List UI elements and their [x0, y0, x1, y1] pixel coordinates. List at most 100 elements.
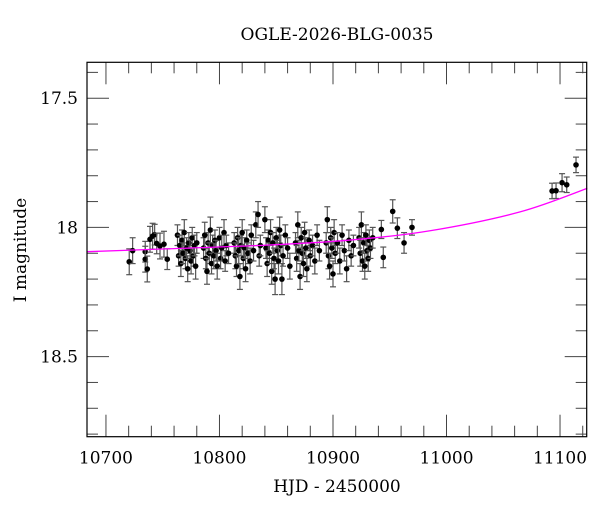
data-marker [263, 245, 269, 251]
data-point [549, 182, 556, 200]
data-marker [274, 247, 281, 254]
data-marker [573, 162, 579, 168]
data-marker [208, 260, 215, 267]
chart-title: OGLE-2026-BLG-0035 [241, 25, 434, 45]
data-marker [563, 181, 570, 188]
data-point [336, 247, 343, 275]
data-marker [331, 229, 337, 236]
data-marker [316, 247, 323, 254]
data-marker [306, 237, 312, 244]
data-marker [337, 258, 343, 264]
data-marker [299, 250, 306, 257]
data-point [294, 211, 301, 239]
data-point [389, 199, 396, 224]
plot-area [86, 156, 588, 296]
data-marker [324, 216, 331, 223]
data-point [302, 237, 309, 260]
data-marker [380, 254, 387, 261]
data-point [164, 248, 171, 271]
data-marker [216, 234, 223, 241]
data-marker [282, 232, 289, 238]
data-point [261, 206, 268, 234]
data-marker [233, 263, 240, 269]
data-point [188, 247, 195, 275]
data-point [553, 182, 560, 200]
x-tick-label: 11100 [533, 449, 587, 469]
data-marker [179, 237, 185, 244]
data-marker [302, 245, 309, 251]
data-marker [247, 258, 253, 264]
data-point [284, 237, 291, 260]
data-marker [210, 253, 217, 259]
data-point [255, 200, 262, 229]
data-marker [343, 265, 350, 272]
data-marker [186, 240, 192, 246]
data-point [252, 211, 259, 239]
y-axis: 17.5 18 18.5 [40, 71, 587, 435]
data-marker [297, 273, 303, 280]
data-point [343, 255, 350, 283]
data-marker [273, 234, 280, 241]
data-marker [284, 245, 291, 251]
x-tick-label: 11000 [419, 449, 473, 469]
data-marker [271, 255, 277, 262]
data-marker [280, 253, 286, 259]
data-point [408, 219, 415, 236]
x-tick-label: 10800 [192, 449, 246, 469]
data-marker [309, 242, 316, 249]
data-marker [221, 229, 227, 236]
data-marker [204, 268, 210, 275]
data-marker [237, 273, 243, 280]
data-marker [268, 268, 275, 275]
data-marker [245, 250, 251, 257]
data-marker [325, 253, 332, 259]
data-marker [193, 240, 200, 246]
data-marker [225, 250, 232, 257]
data-marker [357, 250, 364, 257]
data-point [216, 226, 223, 249]
data-point [326, 252, 333, 280]
data-marker [378, 226, 385, 233]
plot-frame [86, 61, 588, 438]
data-marker [363, 232, 369, 238]
data-marker [252, 222, 259, 228]
data-marker [164, 256, 171, 262]
data-marker [275, 258, 282, 264]
data-marker [262, 216, 268, 223]
data-marker [341, 247, 348, 254]
data-point [160, 230, 167, 258]
data-point [225, 242, 232, 265]
data-marker [265, 237, 272, 244]
data-point [247, 247, 254, 275]
data-marker [213, 247, 219, 254]
y-tick-label: 18 [56, 218, 78, 238]
data-marker [181, 229, 188, 236]
data-point [214, 252, 221, 280]
data-marker [243, 237, 250, 244]
data-marker [176, 242, 183, 249]
data-marker [292, 240, 299, 246]
data-point [239, 219, 246, 247]
data-marker [255, 211, 261, 218]
data-marker [553, 187, 559, 194]
data-marker [549, 188, 555, 194]
data-marker [314, 232, 320, 238]
data-marker [235, 247, 242, 254]
data-marker [207, 227, 214, 233]
data-point [193, 231, 200, 254]
data-point [306, 229, 313, 252]
data-point [316, 239, 323, 262]
data-marker [295, 222, 301, 228]
data-marker [301, 229, 308, 236]
data-marker [188, 258, 194, 264]
data-point [270, 247, 277, 270]
data-marker [279, 276, 285, 282]
data-point [401, 231, 408, 254]
data-marker [180, 250, 186, 257]
data-marker [287, 263, 293, 269]
data-point [213, 239, 220, 262]
data-point [282, 224, 289, 247]
data-point [311, 247, 318, 275]
data-point [286, 252, 293, 280]
